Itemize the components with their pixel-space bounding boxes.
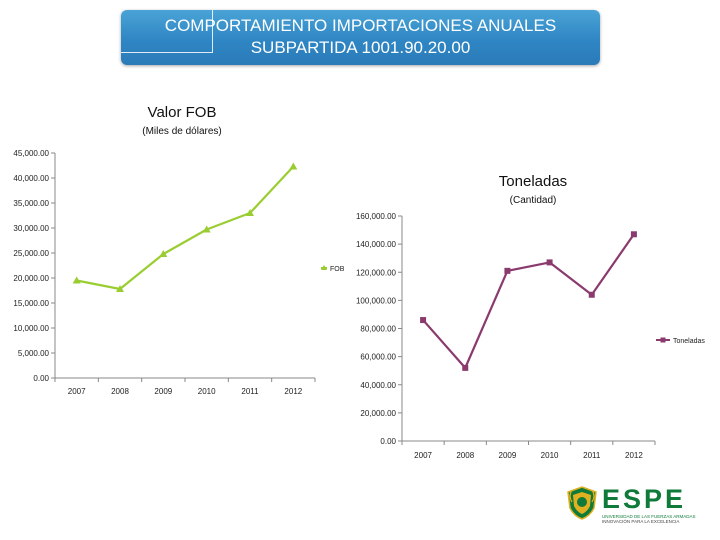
data-point bbox=[630, 231, 637, 238]
y-tick-label: 0.00 bbox=[33, 374, 49, 383]
series-line-fob bbox=[76, 165, 295, 291]
x-tick-label: 2010 bbox=[198, 387, 216, 396]
x-tick-label: 2011 bbox=[241, 387, 259, 396]
x-tick-label: 2012 bbox=[284, 387, 302, 396]
legend-swatch-marker bbox=[660, 337, 666, 343]
banner-decoration-line bbox=[121, 38, 213, 53]
y-tick-label: 5,000.00 bbox=[18, 349, 50, 358]
chart-title: Valor FOB bbox=[148, 104, 217, 121]
data-point bbox=[289, 162, 298, 170]
y-tick-label: 40,000.00 bbox=[13, 174, 49, 183]
data-point bbox=[72, 276, 81, 284]
x-tick-label: 2008 bbox=[111, 387, 129, 396]
y-tick-label: 60,000.00 bbox=[360, 353, 396, 362]
y-tick-label: 40,000.00 bbox=[360, 381, 396, 390]
data-point bbox=[116, 285, 124, 292]
logo-wordmark: ESPE bbox=[602, 484, 687, 514]
y-tick-label: 0.00 bbox=[380, 437, 396, 446]
data-point bbox=[420, 317, 427, 324]
banner-decoration-line bbox=[212, 10, 214, 52]
x-tick-label: 2007 bbox=[414, 451, 432, 460]
data-point bbox=[246, 209, 254, 216]
y-tick-label: 160,000.00 bbox=[356, 212, 397, 221]
y-tick-label: 20,000.00 bbox=[360, 409, 396, 418]
logo-tagline: INNOVACIÓN PARA LA EXCELENCIA bbox=[602, 519, 680, 524]
x-tick-label: 2009 bbox=[154, 387, 172, 396]
legend-swatch-marker bbox=[321, 265, 327, 270]
y-tick-label: 35,000.00 bbox=[13, 199, 49, 208]
x-tick-label: 2010 bbox=[541, 451, 559, 460]
legend-label: FOB bbox=[330, 266, 345, 273]
data-point bbox=[504, 267, 511, 274]
y-tick-label: 45,000.00 bbox=[13, 149, 49, 158]
slide-title-line-2: SUBPARTIDA 1001.90.20.00 bbox=[250, 38, 471, 57]
x-tick-label: 2009 bbox=[499, 451, 517, 460]
chart-subtitle: (Miles de dólares) bbox=[142, 126, 221, 137]
data-point bbox=[202, 225, 211, 233]
series-line-toneladas bbox=[422, 233, 635, 369]
espe-logo: ESPE UNIVERSIDAD DE LAS FUERZAS ARMADAS … bbox=[566, 484, 702, 524]
y-tick-label: 120,000.00 bbox=[356, 268, 397, 277]
espe-crest-icon bbox=[567, 486, 597, 520]
y-tick-label: 20,000.00 bbox=[13, 274, 49, 283]
x-tick-label: 2008 bbox=[456, 451, 474, 460]
y-tick-label: 15,000.00 bbox=[13, 299, 49, 308]
x-tick-label: 2011 bbox=[583, 451, 601, 460]
y-tick-label: 80,000.00 bbox=[360, 325, 396, 334]
logo-subtitle: UNIVERSIDAD DE LAS FUERZAS ARMADAS bbox=[602, 514, 696, 519]
data-point bbox=[546, 259, 553, 266]
legend-label: Toneladas bbox=[673, 338, 705, 345]
chart-subtitle: (Cantidad) bbox=[510, 195, 557, 206]
x-tick-label: 2007 bbox=[68, 387, 86, 396]
slide-title-banner: COMPORTAMIENTO IMPORTACIONES ANUALES SUB… bbox=[121, 10, 600, 65]
y-tick-label: 100,000.00 bbox=[356, 296, 397, 305]
chart-title: Toneladas bbox=[499, 173, 567, 190]
y-tick-label: 25,000.00 bbox=[13, 249, 49, 258]
data-point bbox=[462, 364, 469, 371]
slide-title-line-1: COMPORTAMIENTO IMPORTACIONES ANUALES bbox=[164, 16, 557, 35]
y-tick-label: 30,000.00 bbox=[13, 224, 49, 233]
data-point bbox=[159, 250, 168, 257]
data-point bbox=[588, 291, 595, 298]
y-tick-label: 140,000.00 bbox=[356, 240, 397, 249]
x-tick-label: 2012 bbox=[625, 451, 643, 460]
y-tick-label: 10,000.00 bbox=[13, 324, 49, 333]
